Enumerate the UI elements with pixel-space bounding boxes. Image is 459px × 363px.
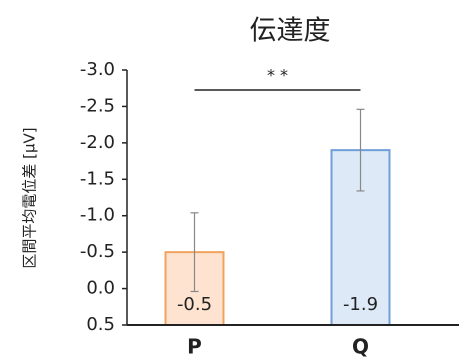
y-tick-label: 0.5 — [86, 314, 115, 335]
y-axis-label: 区間平均電位差 [μV] — [21, 127, 39, 268]
y-tick-label: -3.0 — [80, 59, 115, 80]
y-tick-label: -2.5 — [80, 95, 115, 116]
chart-title: 伝達度 — [250, 16, 331, 47]
x-tick-label: P — [187, 335, 202, 359]
y-tick-label: -0.5 — [80, 241, 115, 262]
data-label: -0.5 — [177, 294, 212, 315]
x-tick-label: Q — [352, 335, 369, 359]
y-tick-label: -2.0 — [80, 132, 115, 153]
y-tick-label: -1.0 — [80, 205, 115, 226]
data-label: -1.9 — [343, 294, 378, 315]
y-tick-label: -1.5 — [80, 168, 115, 189]
significance-label: * * — [267, 66, 288, 85]
y-tick-label: 0.0 — [86, 278, 115, 299]
